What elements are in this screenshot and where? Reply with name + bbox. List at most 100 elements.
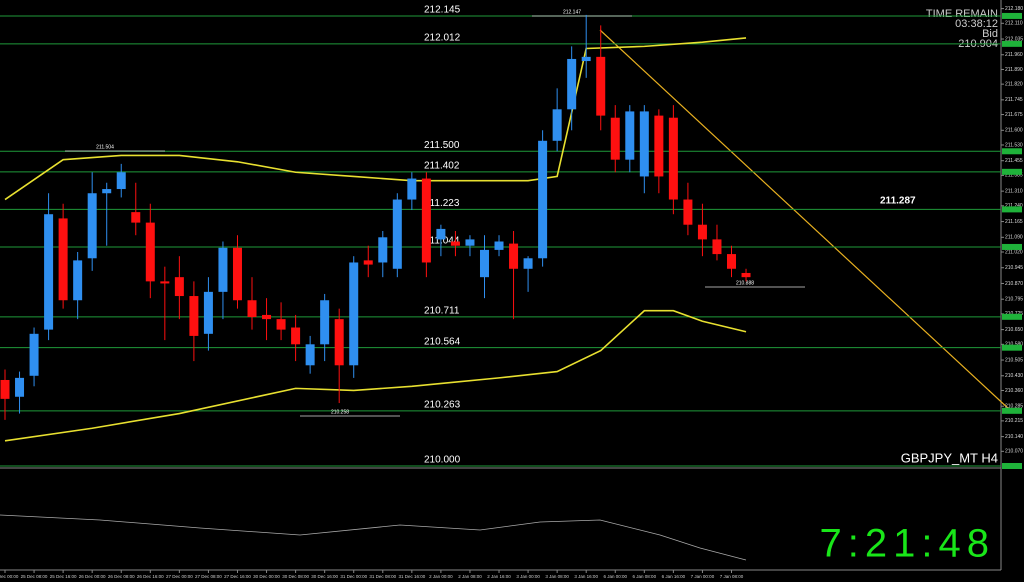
y-tick-label: 211.530 bbox=[1005, 142, 1023, 148]
symbol-title: GBPJPY_MT H4 bbox=[901, 450, 998, 465]
candle-body bbox=[145, 222, 155, 282]
x-tick-label: 25 Dec 08:00 bbox=[21, 574, 48, 579]
level-tag bbox=[1002, 344, 1022, 351]
candle-body bbox=[247, 300, 257, 318]
level-label: 211.500 bbox=[424, 140, 460, 151]
x-tick-label: 30 Dec 08:00 bbox=[282, 574, 309, 579]
level-label: 211.223 bbox=[424, 198, 460, 209]
y-tick-label: 210.650 bbox=[1005, 327, 1023, 333]
candle-body bbox=[160, 281, 170, 284]
level-label: 211.402 bbox=[424, 160, 460, 171]
x-tick-label: 25 Dec 16:00 bbox=[50, 574, 77, 579]
candle-body bbox=[262, 314, 272, 320]
candle-body bbox=[523, 258, 533, 269]
candle-body bbox=[407, 178, 417, 200]
candle-body bbox=[276, 319, 286, 330]
level-label: 211.044 bbox=[424, 236, 460, 247]
level-label: 212.145 bbox=[424, 5, 461, 16]
annotation: 210.888 bbox=[736, 280, 754, 286]
y-tick-label: 210.215 bbox=[1005, 418, 1023, 424]
x-tick-label: 25 Dec 00:00 bbox=[0, 574, 19, 579]
level-tag bbox=[1002, 243, 1022, 250]
candle-body bbox=[668, 117, 678, 200]
y-tick-label: 210.070 bbox=[1005, 449, 1023, 455]
candle-body bbox=[538, 140, 548, 259]
y-tick-label: 210.505 bbox=[1005, 357, 1023, 363]
x-tick-label: 27 Dec 16:00 bbox=[224, 574, 251, 579]
y-tick-label: 210.870 bbox=[1005, 281, 1023, 287]
x-tick-label: 3 Jan 16:00 bbox=[574, 574, 598, 579]
y-tick-label: 211.455 bbox=[1005, 158, 1023, 164]
candle-body bbox=[189, 296, 199, 336]
x-tick-label: 31 Dec 08:00 bbox=[369, 574, 396, 579]
x-tick-label: 31 Dec 00:00 bbox=[340, 574, 367, 579]
candle-body bbox=[392, 199, 402, 269]
candle-body bbox=[116, 172, 126, 190]
trend-line bbox=[599, 29, 1011, 411]
candle-body bbox=[15, 377, 25, 397]
x-tick-label: 6 Jan 16:00 bbox=[662, 574, 686, 579]
y-tick-label: 210.140 bbox=[1005, 434, 1023, 440]
x-tick-label: 3 Jan 08:00 bbox=[545, 574, 569, 579]
target-price: 211.287 bbox=[880, 196, 916, 207]
x-tick-label: 26 Dec 08:00 bbox=[108, 574, 135, 579]
candle-body bbox=[552, 109, 562, 141]
candle-body bbox=[741, 272, 751, 278]
candle-body bbox=[320, 300, 330, 345]
y-tick-label: 210.945 bbox=[1005, 265, 1023, 271]
candle-body bbox=[0, 379, 10, 399]
candle-body bbox=[363, 260, 373, 265]
y-tick-label: 211.600 bbox=[1005, 128, 1023, 134]
x-tick-label: 30 Dec 00:00 bbox=[253, 574, 280, 579]
y-tick-label: 212.035 bbox=[1005, 36, 1023, 42]
candle-body bbox=[596, 56, 606, 116]
y-tick-label: 211.820 bbox=[1005, 81, 1023, 87]
candle-body bbox=[712, 239, 722, 255]
y-tick-label: 211.240 bbox=[1005, 203, 1023, 209]
y-tick-label: 211.960 bbox=[1005, 52, 1023, 58]
candle-body bbox=[29, 333, 39, 376]
y-tick-label: 211.675 bbox=[1005, 112, 1023, 118]
candle-body bbox=[218, 247, 228, 292]
candle-body bbox=[131, 212, 141, 223]
candle-body bbox=[87, 193, 97, 259]
candle-body bbox=[567, 58, 577, 110]
y-tick-label: 212.110 bbox=[1005, 21, 1023, 27]
x-tick-label: 27 Dec 08:00 bbox=[195, 574, 222, 579]
level-tag bbox=[1002, 206, 1022, 213]
y-tick-label: 211.890 bbox=[1005, 67, 1023, 73]
x-tick-label: 26 Dec 00:00 bbox=[79, 574, 106, 579]
candle-body bbox=[450, 241, 460, 246]
x-tick-label: 6 Jan 00:00 bbox=[603, 574, 627, 579]
level-tag bbox=[1002, 463, 1022, 469]
candle-body bbox=[494, 241, 504, 250]
time-remain-label: TIME REMAIN bbox=[926, 8, 998, 20]
level-tag bbox=[1002, 313, 1022, 320]
candle-body bbox=[697, 224, 707, 240]
x-tick-label: 30 Dec 16:00 bbox=[311, 574, 338, 579]
annotation: 210.258 bbox=[331, 409, 349, 415]
x-tick-label: 2 Jan 08:00 bbox=[458, 574, 482, 579]
x-tick-label: 2 Jan 00:00 bbox=[429, 574, 453, 579]
candle-body bbox=[203, 291, 213, 334]
level-label: 210.711 bbox=[424, 305, 460, 316]
candle-body bbox=[654, 115, 664, 177]
candle-body bbox=[334, 319, 344, 366]
annotation: 212.147 bbox=[563, 9, 581, 15]
candle-body bbox=[305, 344, 315, 366]
x-tick-label: 26 Dec 16:00 bbox=[137, 574, 164, 579]
level-tag bbox=[1002, 40, 1022, 47]
x-tick-label: 31 Dec 16:00 bbox=[398, 574, 425, 579]
candle-body bbox=[479, 249, 489, 278]
y-tick-label: 211.310 bbox=[1005, 188, 1023, 194]
candle-body bbox=[232, 247, 242, 301]
time-remain: 03:38:12 bbox=[955, 18, 998, 30]
y-tick-label: 212.180 bbox=[1005, 6, 1023, 12]
annotation: 211.504 bbox=[96, 144, 114, 150]
x-tick-label: 6 Jan 08:00 bbox=[633, 574, 657, 579]
y-tick-label: 210.430 bbox=[1005, 373, 1023, 379]
level-tag bbox=[1002, 12, 1022, 19]
oscillator-line bbox=[0, 514, 747, 561]
candle-body bbox=[378, 237, 388, 263]
